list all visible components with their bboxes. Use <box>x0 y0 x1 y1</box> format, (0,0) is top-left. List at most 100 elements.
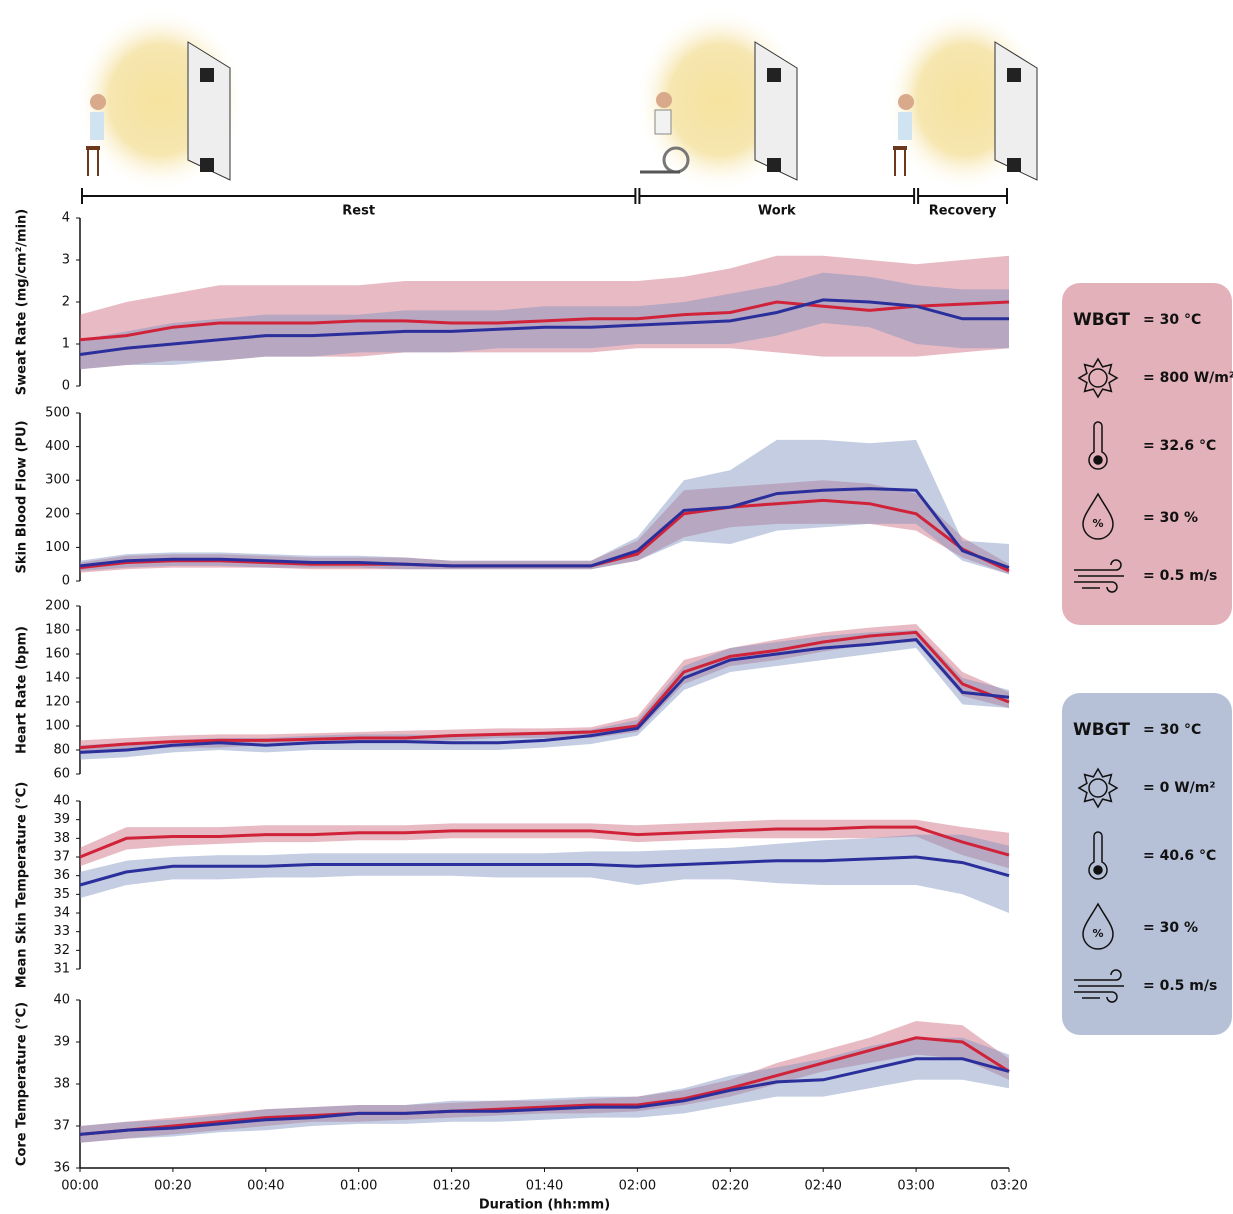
y-axis-label: Mean Skin Temperature (°C) <box>15 782 30 989</box>
band <box>80 624 1009 753</box>
band <box>80 1037 1009 1143</box>
x-tick-label: 00:40 <box>247 1179 284 1194</box>
x-tick-label: 01:00 <box>340 1179 377 1194</box>
y-tick-label: 3 <box>62 253 70 268</box>
thermometer-icon <box>1088 831 1108 880</box>
sun-icon <box>1077 767 1119 809</box>
phase-label: Work <box>758 204 796 219</box>
wind-icon <box>1074 559 1124 593</box>
y-tick-label: 38 <box>53 831 70 846</box>
y-tick-label: 140 <box>45 671 70 686</box>
x-tick-label: 02:20 <box>712 1179 749 1194</box>
y-tick-label: 36 <box>53 868 70 883</box>
condition-value: = 30 % <box>1143 920 1198 936</box>
line <box>79 1057 1010 1136</box>
band <box>80 1021 1009 1143</box>
y-tick-label: 34 <box>53 906 70 921</box>
y-axis-label: Sweat Rate (mg/cm²/min) <box>15 209 30 395</box>
y-tick-label: 38 <box>53 1077 70 1092</box>
y-tick-label: 32 <box>53 943 70 958</box>
drop-label: % <box>1092 927 1103 940</box>
drop-label: % <box>1092 517 1103 530</box>
y-axis-label: Core Temperature (°C) <box>15 1002 30 1166</box>
y-tick-label: 0 <box>62 379 70 394</box>
sun-icon <box>1077 357 1119 399</box>
y-tick-label: 4 <box>62 211 70 226</box>
y-axis-label: Heart Rate (bpm) <box>15 626 30 754</box>
line <box>79 630 1010 750</box>
y-tick-label: 2 <box>62 295 70 310</box>
y-tick-label: 39 <box>53 812 70 827</box>
band <box>80 834 1009 913</box>
line <box>79 487 1010 570</box>
x-tick-label: 02:00 <box>619 1179 656 1194</box>
condition-value: = 800 W/m² <box>1143 370 1233 386</box>
y-tick-label: 200 <box>45 506 70 521</box>
icons <box>1074 357 1124 593</box>
thermometer-bulb <box>1093 865 1103 875</box>
line <box>79 638 1010 754</box>
thermometer-bulb <box>1093 455 1103 465</box>
condition-value: = 30 % <box>1143 510 1198 526</box>
line <box>79 300 1010 342</box>
condition-value: = 30 °C <box>1143 722 1201 738</box>
y-tick-label: 40 <box>53 993 70 1008</box>
wind-icon <box>1074 969 1124 1003</box>
y-tick-label: 40 <box>53 794 70 809</box>
y-tick-label: 37 <box>53 850 70 865</box>
condition-value: = 40.6 °C <box>1143 848 1216 864</box>
condition-value: = 32.6 °C <box>1143 438 1216 454</box>
band <box>80 439 1009 575</box>
line <box>79 855 1010 887</box>
sun-core <box>1088 368 1108 388</box>
condition-value: = 0 W/m² <box>1143 780 1216 796</box>
y-tick-label: 300 <box>45 473 70 488</box>
x-axis-label: Duration (hh:mm) <box>479 1198 610 1213</box>
illustration-work <box>635 8 805 192</box>
y-tick-label: 60 <box>53 767 70 782</box>
icons <box>1074 767 1124 1003</box>
condition-value: = 0.5 m/s <box>1143 568 1217 584</box>
condition-panel <box>1062 693 1232 1035</box>
line <box>79 1036 1010 1136</box>
illustration-rest <box>75 8 245 192</box>
y-tick-label: 37 <box>53 1119 70 1134</box>
y-axis-label: Skin Blood Flow (PU) <box>15 420 30 573</box>
condition-value: = 30 °C <box>1143 312 1201 328</box>
x-tick-label: 00:00 <box>61 1179 98 1194</box>
band <box>80 819 1009 869</box>
y-tick-label: 100 <box>45 719 70 734</box>
y-tick-label: 1 <box>62 337 70 352</box>
thermometer-icon <box>1088 421 1108 470</box>
y-tick-label: 80 <box>53 743 70 758</box>
y-tick-label: 39 <box>53 1035 70 1050</box>
x-tick-label: 01:40 <box>526 1179 563 1194</box>
x-tick-label: 03:00 <box>897 1179 934 1194</box>
sun-core <box>1088 778 1108 798</box>
x-tick-label: 01:20 <box>433 1179 470 1194</box>
x-tick-label: 03:20 <box>990 1179 1027 1194</box>
y-tick-label: 36 <box>53 1161 70 1176</box>
line <box>79 298 1009 356</box>
y-tick-label: 0 <box>62 574 70 589</box>
phase-label: Rest <box>342 204 375 219</box>
condition-label: WBGT <box>1073 310 1130 330</box>
phase-label: Recovery <box>929 204 997 219</box>
illustration-recovery <box>885 8 1045 192</box>
x-tick-label: 00:20 <box>154 1179 191 1194</box>
y-tick-label: 31 <box>53 962 70 977</box>
band <box>80 255 1009 370</box>
y-tick-label: 180 <box>45 623 70 638</box>
condition-label: WBGT <box>1073 720 1130 740</box>
x-tick-label: 02:40 <box>804 1179 841 1194</box>
band <box>80 630 1009 760</box>
y-tick-label: 500 <box>45 406 70 421</box>
y-tick-label: 35 <box>53 887 70 902</box>
y-tick-label: 120 <box>45 695 70 710</box>
y-tick-label: 200 <box>45 599 70 614</box>
condition-value: = 0.5 m/s <box>1143 978 1217 994</box>
y-tick-label: 160 <box>45 647 70 662</box>
y-tick-label: 400 <box>45 439 70 454</box>
drop-icon <box>1082 492 1114 540</box>
